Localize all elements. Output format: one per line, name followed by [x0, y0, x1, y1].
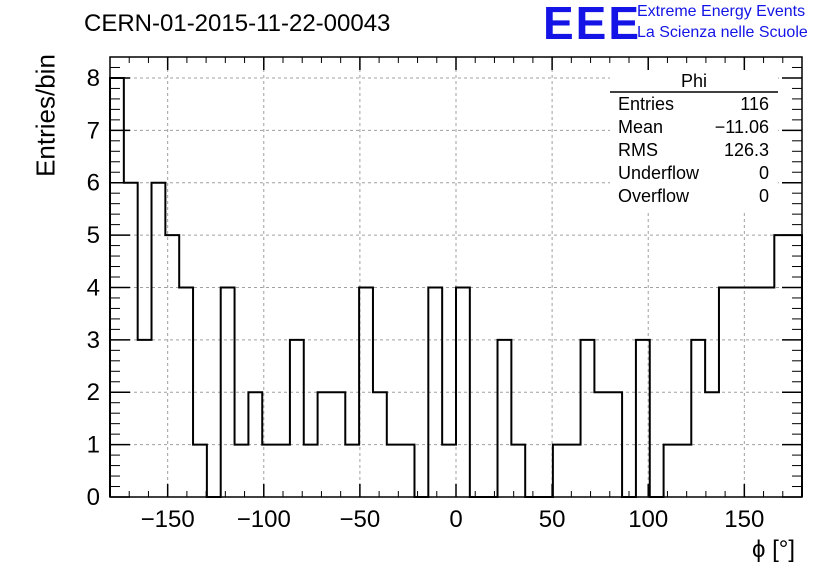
x-tick-label: −150 [141, 506, 195, 533]
histogram-bin [608, 392, 622, 497]
y-tick-label: 7 [87, 117, 100, 144]
y-tick-label: 1 [87, 432, 100, 459]
logo-subtitle-line2: La Scienza nelle Scuole [637, 24, 808, 41]
histogram-bin [276, 445, 290, 497]
stats-label: Overflow [618, 186, 690, 206]
x-tick-label: 50 [539, 506, 566, 533]
histogram-bin [304, 445, 318, 497]
x-tick-label: −100 [237, 506, 291, 533]
logo-subtitle-line1: Extreme Energy Events [637, 3, 806, 20]
x-tick-label: −50 [340, 506, 381, 533]
histogram-bin [235, 445, 249, 497]
histogram-bin [594, 392, 608, 497]
histogram-series [109, 76, 803, 498]
y-tick-label: 2 [87, 379, 100, 406]
eee-logo: EEE [543, 0, 642, 49]
histogram-bin [179, 287, 193, 497]
histogram-bin [498, 340, 512, 497]
histogram-bin [567, 445, 581, 497]
x-tick-label: 150 [724, 506, 764, 533]
y-tick-label: 3 [87, 327, 100, 354]
histogram-bin [331, 392, 345, 497]
histogram-bin [511, 445, 525, 497]
stats-value: −11.06 [715, 117, 769, 137]
histogram-bin [290, 340, 304, 497]
histogram-bin [553, 445, 567, 497]
histogram-bin [774, 235, 788, 497]
histogram-bin [733, 287, 747, 497]
histogram-bin [788, 235, 802, 497]
histogram-bin [193, 445, 207, 497]
stats-label: Mean [618, 117, 663, 137]
histogram-bin [345, 445, 359, 497]
histogram-bin [359, 287, 373, 497]
histogram-bin [401, 445, 415, 497]
stats-label: Underflow [618, 163, 700, 183]
histogram-bin [636, 340, 650, 497]
histogram-bin [138, 340, 152, 497]
histogram-bin [691, 340, 705, 497]
histogram-bin [581, 340, 595, 497]
x-tick-label: 100 [628, 506, 668, 533]
run-title: CERN-01-2015-11-22-00043 [84, 10, 391, 37]
histogram-bin [165, 235, 179, 497]
histogram-bin [221, 287, 235, 497]
y-axis-label: Entries/bin [30, 54, 61, 177]
histogram-bin [705, 392, 719, 497]
histogram-bin [248, 392, 262, 497]
stats-label: Entries [618, 94, 674, 114]
histogram-bin [442, 445, 456, 497]
stats-value: 116 [740, 94, 769, 114]
histogram-bin [152, 183, 166, 497]
x-axis-label: ϕ [°] [752, 536, 796, 563]
y-tick-label: 6 [87, 170, 100, 197]
stats-title: Phi [681, 71, 707, 91]
y-tick-label: 8 [87, 65, 100, 92]
stats-label: RMS [618, 140, 658, 160]
stats-box-background [610, 70, 778, 212]
stats-value: 126.3 [724, 140, 769, 160]
stats-value: 0 [759, 163, 769, 183]
y-tick-label: 4 [87, 274, 100, 301]
axes: −150 −100 −50 0 50 100 150 0 1 2 3 4 5 6 7 8 [87, 56, 803, 533]
y-tick-label: 0 [87, 484, 100, 511]
y-tick-label: 5 [87, 222, 100, 249]
stats-box: Phi Entries 116 Mean −11.06 RMS 126.3 Underflow… [610, 70, 778, 212]
histogram-bin [373, 392, 387, 497]
histogram-bin [456, 287, 470, 497]
x-tick-label: 0 [449, 506, 462, 533]
histogram-bin [428, 287, 442, 497]
histogram-bin [747, 287, 761, 497]
histogram-outline [109, 76, 803, 498]
stats-value: 0 [759, 186, 769, 206]
histogram-bin [719, 287, 733, 497]
histogram-bin [677, 445, 691, 497]
histogram-bin [318, 392, 332, 497]
histogram-bin [387, 445, 401, 497]
histogram-bin [664, 445, 678, 497]
histogram-bin [760, 287, 774, 497]
